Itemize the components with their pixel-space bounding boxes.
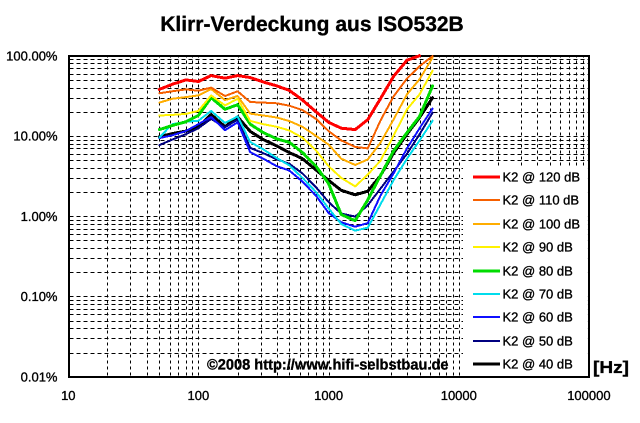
svg-text:10000: 10000 xyxy=(441,388,477,403)
svg-text:K2 @ 90 dB: K2 @ 90 dB xyxy=(503,240,573,255)
svg-text:©2008 http://www.hifi-selbstba: ©2008 http://www.hifi-selbstbau.de xyxy=(207,357,449,374)
svg-text:100.00%: 100.00% xyxy=(6,48,58,63)
svg-text:0.10%: 0.10% xyxy=(21,289,58,304)
svg-text:0.01%: 0.01% xyxy=(21,369,58,384)
svg-text:100: 100 xyxy=(188,388,210,403)
svg-text:10: 10 xyxy=(61,388,75,403)
svg-text:1.00%: 1.00% xyxy=(21,209,58,224)
svg-text:100000: 100000 xyxy=(567,388,610,403)
svg-text:[Hz]: [Hz] xyxy=(593,358,629,377)
svg-text:K2 @ 60 dB: K2 @ 60 dB xyxy=(503,310,573,325)
svg-text:K2 @ 50 dB: K2 @ 50 dB xyxy=(503,334,573,349)
svg-text:10.00%: 10.00% xyxy=(13,129,58,144)
svg-text:Klirr-Verdeckung aus ISO532B: Klirr-Verdeckung aus ISO532B xyxy=(160,13,463,36)
svg-text:K2 @ 100 dB: K2 @ 100 dB xyxy=(503,217,581,232)
svg-text:K2 @ 110 dB: K2 @ 110 dB xyxy=(503,193,580,208)
svg-text:K2 @ 40 dB: K2 @ 40 dB xyxy=(503,357,573,372)
svg-text:1000: 1000 xyxy=(314,388,343,403)
svg-text:K2 @ 120 dB: K2 @ 120 dB xyxy=(503,170,581,185)
svg-text:K2 @ 80 dB: K2 @ 80 dB xyxy=(503,264,573,279)
svg-text:K2 @ 70 dB: K2 @ 70 dB xyxy=(503,287,573,302)
